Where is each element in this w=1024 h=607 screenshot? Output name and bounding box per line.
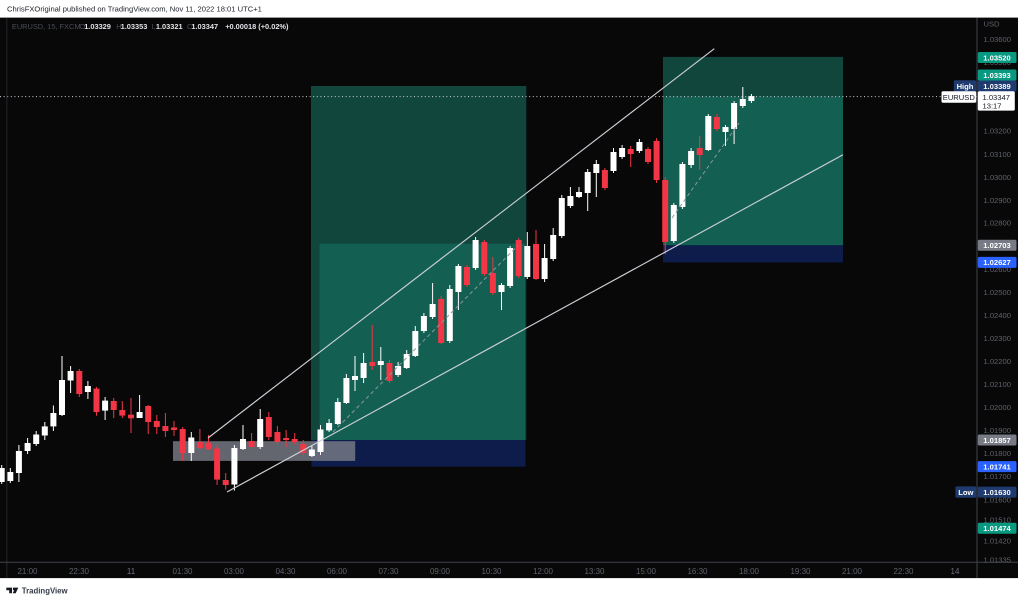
svg-text:1.01474: 1.01474: [983, 524, 1011, 533]
svg-text:07:30: 07:30: [378, 567, 399, 576]
svg-text:1.01800: 1.01800: [984, 449, 1011, 458]
svg-text:21:00: 21:00: [842, 567, 863, 576]
svg-text:1.01335: 1.01335: [984, 555, 1011, 564]
svg-text:1.01630: 1.01630: [983, 488, 1010, 497]
svg-text:USD: USD: [984, 19, 1001, 28]
svg-text:13:30: 13:30: [584, 567, 605, 576]
svg-text:1.02300: 1.02300: [984, 334, 1011, 343]
svg-text:1.02627: 1.02627: [983, 258, 1010, 267]
svg-text:13:17: 13:17: [983, 102, 1002, 111]
svg-text:1.03600: 1.03600: [984, 35, 1011, 44]
svg-text:1.01741: 1.01741: [983, 462, 1011, 471]
svg-text:1.02500: 1.02500: [984, 288, 1011, 297]
svg-text:10:30: 10:30: [481, 567, 502, 576]
svg-text:1.02800: 1.02800: [984, 218, 1011, 227]
svg-text:1.01900: 1.01900: [984, 426, 1011, 435]
svg-text:16:30: 16:30: [687, 567, 708, 576]
svg-text:22:30: 22:30: [893, 567, 914, 576]
svg-text:1.03520: 1.03520: [983, 53, 1010, 62]
svg-text:14: 14: [951, 567, 960, 576]
svg-text:09:00: 09:00: [430, 567, 451, 576]
svg-text:03:00: 03:00: [224, 567, 245, 576]
svg-text:1.02703: 1.02703: [983, 241, 1010, 250]
svg-text:22:30: 22:30: [69, 567, 90, 576]
svg-text:High: High: [957, 82, 974, 91]
svg-text:15:00: 15:00: [636, 567, 657, 576]
svg-text:1.01600: 1.01600: [984, 495, 1011, 504]
svg-text:11: 11: [127, 567, 136, 576]
svg-text:04:30: 04:30: [275, 567, 296, 576]
svg-text:1.01857: 1.01857: [983, 436, 1010, 445]
svg-text:1.02400: 1.02400: [984, 311, 1011, 320]
svg-text:1.03389: 1.03389: [983, 82, 1010, 91]
svg-text:06:00: 06:00: [327, 567, 348, 576]
svg-text:EURUSD: EURUSD: [943, 93, 976, 102]
svg-text:21:00: 21:00: [17, 567, 38, 576]
svg-text:18:00: 18:00: [739, 567, 760, 576]
svg-text:12:00: 12:00: [533, 567, 554, 576]
svg-text:19:30: 19:30: [790, 567, 811, 576]
svg-text:ChrisFXOriginal published on T: ChrisFXOriginal published on TradingView…: [7, 4, 262, 13]
svg-text:01:30: 01:30: [172, 567, 193, 576]
svg-text:1.01700: 1.01700: [984, 472, 1011, 481]
svg-text:1.02200: 1.02200: [984, 357, 1011, 366]
svg-text:TradingView: TradingView: [22, 587, 69, 596]
svg-text:1.03200: 1.03200: [984, 126, 1011, 135]
svg-text:1.01510: 1.01510: [984, 515, 1011, 524]
svg-text:1.02100: 1.02100: [984, 380, 1011, 389]
svg-text:1.03347: 1.03347: [983, 93, 1010, 102]
svg-text:1.01420: 1.01420: [984, 536, 1011, 545]
svg-text:1.02000: 1.02000: [984, 403, 1011, 412]
svg-text:1.03000: 1.03000: [984, 173, 1011, 182]
svg-text:1.02600: 1.02600: [984, 265, 1011, 274]
svg-text:1.03393: 1.03393: [983, 71, 1010, 80]
svg-text:Low: Low: [958, 488, 973, 497]
svg-text:1.03100: 1.03100: [984, 150, 1011, 159]
svg-text:1.02900: 1.02900: [984, 196, 1011, 205]
